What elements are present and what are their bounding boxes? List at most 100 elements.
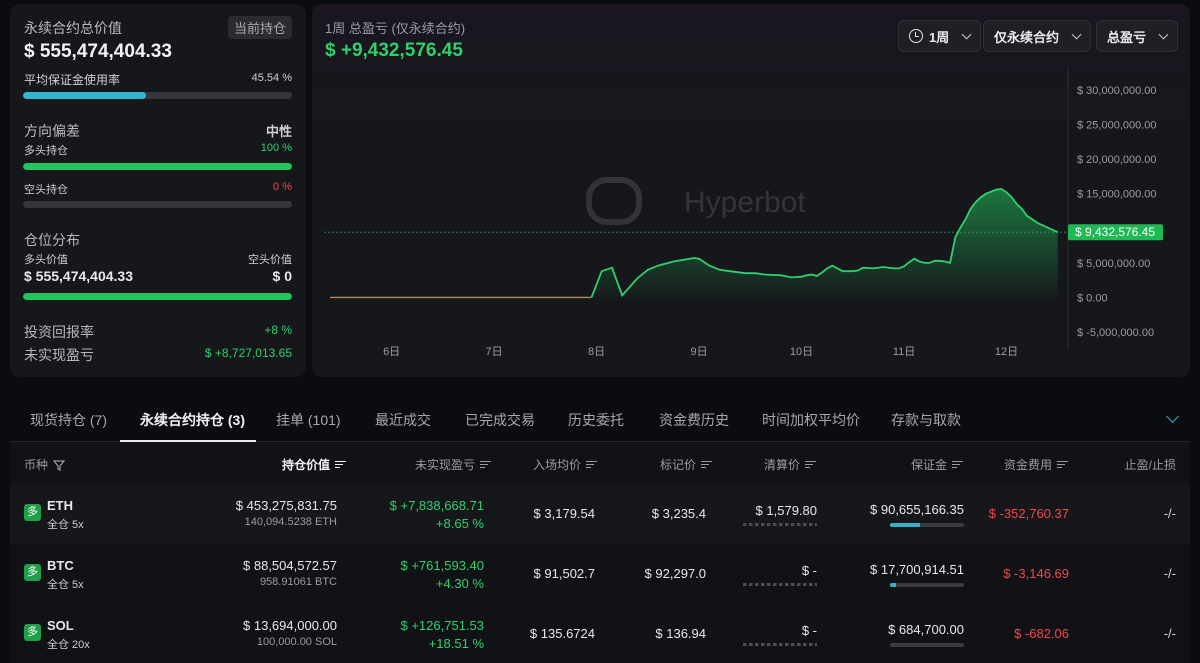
margin-mode: 全仓 5x xyxy=(47,579,84,591)
col-mark-price[interactable]: 标记价 xyxy=(660,456,712,473)
expand-chevron-icon[interactable] xyxy=(1166,410,1179,423)
x-tick-label: 12日 xyxy=(995,346,1018,358)
unrealized-pnl: $ +761,593.40 xyxy=(400,558,485,573)
position-tabs: 现货持仓 (7) 永续合约持仓 (3) 挂单 (101) 最近成交 已完成交易 … xyxy=(10,398,1190,442)
pnl-line xyxy=(590,187,1059,298)
table-row[interactable]: 多 SOL 全仓 20x $ 13,694,000.00 100,000.00 … xyxy=(10,604,1190,663)
tp-sl[interactable]: -/- xyxy=(1163,626,1176,641)
y-tick-label: $ 25,000,000.00 xyxy=(1077,120,1157,132)
margin-usage-mini-bar xyxy=(890,523,964,527)
long-side-badge: 多 xyxy=(24,564,41,581)
tab-completed-trades[interactable]: 已完成交易 xyxy=(465,412,535,428)
sort-icon[interactable] xyxy=(335,460,346,469)
short-position-pct: 0 % xyxy=(273,181,292,193)
scope-dropdown-label: 仅永续合约 xyxy=(994,29,1060,45)
tab-funding-history[interactable]: 资金费历史 xyxy=(659,412,729,428)
x-tick-label: 7日 xyxy=(486,346,503,358)
table-row[interactable]: 多 ETH 全仓 5x $ 453,275,831.75 140,094.523… xyxy=(10,484,1190,544)
tab-deposits-withdrawals[interactable]: 存款与取款 xyxy=(891,412,961,428)
coin-name[interactable]: SOL xyxy=(47,618,74,633)
scope-dropdown[interactable]: 仅永续合约 xyxy=(983,20,1092,52)
metric-dropdown-label: 总盈亏 xyxy=(1107,29,1147,45)
tab-recent-trades[interactable]: 最近成交 xyxy=(375,412,431,428)
filter-icon[interactable] xyxy=(53,459,66,471)
mark-price: $ 136.94 xyxy=(655,626,706,641)
y-tick-label: $ 30,000,000.00 xyxy=(1077,85,1157,97)
col-coin-label: 币种 xyxy=(24,458,49,472)
short-position-label: 空头持仓 xyxy=(24,184,68,196)
col-coin[interactable]: 币种 xyxy=(24,456,66,473)
chart-title: 1周 总盈亏 (仅永续合约) xyxy=(325,21,466,36)
y-axis-ticks: $ 30,000,000.00 $ 25,000,000.00 $ 20,000,0… xyxy=(1077,85,1157,339)
mark-price: $ 3,235.4 xyxy=(651,506,706,521)
metric-dropdown[interactable]: 总盈亏 xyxy=(1096,20,1179,52)
coin-name[interactable]: ETH xyxy=(47,498,73,513)
y-tick-label: $ 0.00 xyxy=(1077,292,1108,304)
pnl-chart-card: 1周 总盈亏 (仅永续合约) $ +9,432,576.45 1周 仅永续合约 … xyxy=(312,4,1190,377)
margin-usage-mini-bar xyxy=(890,583,964,587)
sort-icon[interactable] xyxy=(701,460,712,469)
col-liquidation-price[interactable]: 清算价 xyxy=(764,456,816,473)
funding-fee: $ -3,146.69 xyxy=(1003,566,1069,581)
unrealized-pnl-pct: +18.51 % xyxy=(428,636,484,651)
pnl-chart: Hyperbot $ 30,000,000.00 $ 25,000,000.00 $… xyxy=(324,66,1163,358)
clock-icon xyxy=(909,29,923,43)
entry-price: $ 91,502.7 xyxy=(533,566,595,581)
col-position-value[interactable]: 持仓价值 xyxy=(282,456,346,473)
margin-value: $ 684,700.00 xyxy=(888,622,964,637)
col-entry-price-label: 入场均价 xyxy=(532,458,581,472)
watermark-text: Hyperbot xyxy=(684,186,806,219)
tab-order-history[interactable]: 历史委托 xyxy=(568,412,624,428)
liquidation-price: $ - xyxy=(801,563,817,578)
col-margin[interactable]: 保证金 xyxy=(911,456,963,473)
funding-fee: $ -682.06 xyxy=(1014,626,1069,641)
coin-name[interactable]: BTC xyxy=(47,558,74,573)
tab-twap[interactable]: 时间加权平均价 xyxy=(762,412,860,428)
current-position-badge[interactable]: 当前持仓 xyxy=(228,16,293,39)
margin-value: $ 17,700,914.51 xyxy=(870,562,964,577)
y-tick-label: $ 15,000,000.00 xyxy=(1077,189,1157,201)
position-size: 100,000.00 SOL xyxy=(256,636,337,648)
tab-perp-positions[interactable]: 永续合约持仓 (3) xyxy=(140,412,245,428)
x-tick-label: 6日 xyxy=(383,346,400,358)
col-unrealized-pnl[interactable]: 未实现盈亏 xyxy=(415,456,491,473)
sort-icon[interactable] xyxy=(805,460,816,469)
funding-fee: $ -352,760.37 xyxy=(988,506,1069,521)
long-position-bar xyxy=(23,163,292,170)
margin-value: $ 90,655,166.35 xyxy=(870,502,964,517)
chart-total-pnl: $ +9,432,576.45 xyxy=(325,40,463,61)
table-row[interactable]: 多 BTC 全仓 5x $ 88,504,572.57 958.91061 BT… xyxy=(10,544,1190,604)
period-dropdown[interactable]: 1周 xyxy=(898,20,982,52)
col-tp-sl: 止盈/止损 xyxy=(1125,456,1176,473)
long-value: $ 555,474,404.33 xyxy=(24,268,133,284)
col-tp-sl-label: 止盈/止损 xyxy=(1124,458,1176,472)
x-tick-label: 10日 xyxy=(790,346,813,358)
sort-icon[interactable] xyxy=(952,460,963,469)
margin-mode: 全仓 5x xyxy=(47,519,84,531)
col-liquidation-price-label: 清算价 xyxy=(763,458,800,472)
tab-spot-positions[interactable]: 现货持仓 (7) xyxy=(30,412,107,428)
long-position-pct: 100 % xyxy=(260,142,292,154)
short-position-bar xyxy=(23,201,292,208)
period-dropdown-label: 1周 xyxy=(929,29,950,45)
unrealized-pnl: $ +126,751.53 xyxy=(400,618,485,633)
col-entry-price[interactable]: 入场均价 xyxy=(533,456,597,473)
position-value: $ 453,275,831.75 xyxy=(235,498,337,513)
direction-value: 中性 xyxy=(265,124,292,139)
position-value: $ 13,694,000.00 xyxy=(243,618,337,633)
unrealized-pnl-label: 未实现盈亏 xyxy=(24,347,94,363)
unrealized-pnl-pct: +8.65 % xyxy=(435,516,484,531)
unrealized-pnl-pct: +4.30 % xyxy=(435,576,484,591)
liquidation-distance-bar xyxy=(743,643,817,646)
tp-sl[interactable]: -/- xyxy=(1163,566,1176,581)
margin-usage-value: 45.54 % xyxy=(251,72,292,84)
tab-open-orders[interactable]: 挂单 (101) xyxy=(276,412,341,428)
short-value-label: 空头价值 xyxy=(248,254,292,266)
sort-icon[interactable] xyxy=(480,460,491,469)
hyperbot-watermark: Hyperbot xyxy=(586,177,806,225)
col-unrealized-pnl-label: 未实现盈亏 xyxy=(414,458,475,472)
tp-sl[interactable]: -/- xyxy=(1163,506,1176,521)
sort-icon[interactable] xyxy=(1057,460,1068,469)
col-funding-fee[interactable]: 资金费用 xyxy=(1004,456,1068,473)
sort-icon[interactable] xyxy=(586,460,597,469)
